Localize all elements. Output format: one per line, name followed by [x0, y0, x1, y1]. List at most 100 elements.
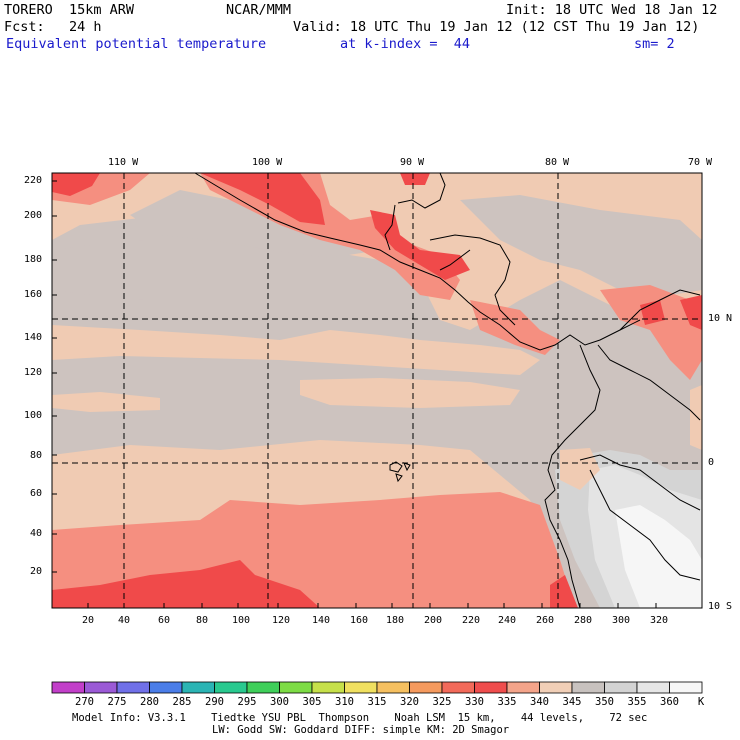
x-tick-120: 120 [272, 615, 291, 626]
colorbar-label: 355 [628, 696, 647, 708]
theta-e-region [52, 240, 200, 300]
x-tick-320: 320 [650, 615, 669, 626]
y-tick-140: 140 [24, 332, 43, 343]
theta-e-region [52, 325, 540, 375]
colorbar-swatch [51, 681, 85, 694]
forecast-hour: Fcst: 24 h [4, 19, 102, 35]
model-title: TORERO 15km ARW [4, 2, 135, 18]
y-tick-160: 160 [24, 289, 43, 300]
x-tick-180: 180 [386, 615, 405, 626]
y-tick-80: 80 [30, 450, 43, 461]
colorbar-label: 295 [238, 696, 257, 708]
x-tick-60: 60 [158, 615, 171, 626]
x-tick-160: 160 [350, 615, 369, 626]
colorbar-unit: K [698, 696, 705, 708]
colorbar-label: 310 [335, 696, 354, 708]
x-tick-20: 20 [82, 615, 95, 626]
colorbar-swatch [246, 681, 280, 694]
y-tick-marks [52, 180, 57, 573]
smoothing-info: sm= 2 [634, 36, 675, 52]
lon-label-80w: 80 W [545, 157, 570, 168]
colorbar: 270 275 280 285 290 295 300 305 310 315 320 325 330 3… [51, 681, 705, 708]
x-tick-260: 260 [536, 615, 555, 626]
theta-e-region [615, 505, 702, 608]
colorbar-swatch [506, 681, 540, 694]
colorbar-label: 340 [530, 696, 549, 708]
colorbar-label: 335 [498, 696, 517, 708]
colorbar-swatch [409, 681, 443, 694]
model-info-line1: Model Info: V3.3.1 Tiedtke YSU PBL Thomp… [72, 712, 648, 724]
y-tick-20: 20 [30, 566, 43, 577]
x-tick-100: 100 [232, 615, 251, 626]
center-label: NCAR/MMM [226, 2, 292, 18]
colorbar-swatch [84, 681, 118, 694]
init-time: Init: 18 UTC Wed 18 Jan 12 [506, 2, 718, 18]
lat-label-0: 0 [708, 457, 715, 468]
theta-e-region [680, 295, 702, 330]
lon-label-90w: 90 W [400, 157, 425, 168]
colorbar-swatch [539, 681, 573, 694]
y-tick-100: 100 [24, 410, 43, 421]
lat-label-10s: 10 S [708, 601, 733, 612]
colorbar-swatch [214, 681, 248, 694]
colorbar-label: 285 [173, 696, 192, 708]
colorbar-swatch [636, 681, 670, 694]
x-tick-200: 200 [424, 615, 443, 626]
lat-label-10n: 10 N [708, 313, 733, 324]
map-frame [51, 172, 703, 609]
colorbar-swatch [181, 681, 215, 694]
theta-e-field [52, 173, 702, 608]
model-info-line2: LW: Godd SW: Goddard DIFF: simple KM: 2D… [212, 724, 510, 736]
lon-label-100w: 100 W [252, 157, 283, 168]
x-tick-140: 140 [312, 615, 331, 626]
theta-e-region [370, 210, 470, 280]
colorbar-label: 345 [563, 696, 582, 708]
level-info: at k-index = 44 [340, 36, 471, 52]
theta-e-region [130, 190, 380, 258]
x-tick-240: 240 [498, 615, 517, 626]
colorbar-swatch [669, 681, 703, 694]
field-name: Equivalent potential temperature [6, 36, 267, 52]
colorbar-swatch [149, 681, 183, 694]
colorbar-swatch [441, 681, 475, 694]
theta-e-region [52, 392, 160, 412]
theta-e-region [470, 300, 560, 355]
colorbar-swatch [311, 681, 345, 694]
colorbar-label: 330 [465, 696, 484, 708]
colorbar-swatch [116, 681, 150, 694]
colorbar-swatch [376, 681, 410, 694]
colorbar-swatch [604, 681, 638, 694]
colorbar-swatch [344, 681, 378, 694]
lat-lon-grid [52, 173, 702, 608]
y-tick-60: 60 [30, 488, 43, 499]
x-tick-280: 280 [574, 615, 593, 626]
colorbar-swatch [279, 681, 313, 694]
theta-e-region [560, 448, 600, 490]
theta-e-region [600, 285, 702, 380]
theta-e-region [400, 173, 430, 185]
colorbar-label: 305 [303, 696, 322, 708]
colorbar-swatch [571, 681, 605, 694]
theta-e-region [200, 173, 325, 225]
theta-e-region [690, 385, 702, 450]
theta-e-region [550, 575, 578, 608]
colorbar-label: 270 [75, 696, 94, 708]
colorbar-label: 300 [270, 696, 289, 708]
colorbar-label: 320 [400, 696, 419, 708]
colorbar-label: 350 [595, 696, 614, 708]
theta-e-region [300, 378, 520, 408]
colorbar-label: 360 [660, 696, 679, 708]
colorbar-label: 275 [108, 696, 127, 708]
x-tick-300: 300 [612, 615, 631, 626]
valid-time: Valid: 18 UTC Thu 19 Jan 12 (12 CST Thu … [293, 19, 700, 35]
colorbar-label: 280 [140, 696, 159, 708]
lon-label-110w: 110 W [108, 157, 139, 168]
colorbar-swatch [474, 681, 508, 694]
x-tick-220: 220 [462, 615, 481, 626]
coastlines [194, 172, 701, 609]
colorbar-label: 290 [205, 696, 224, 708]
x-tick-80: 80 [196, 615, 209, 626]
theta-e-region [200, 173, 460, 300]
